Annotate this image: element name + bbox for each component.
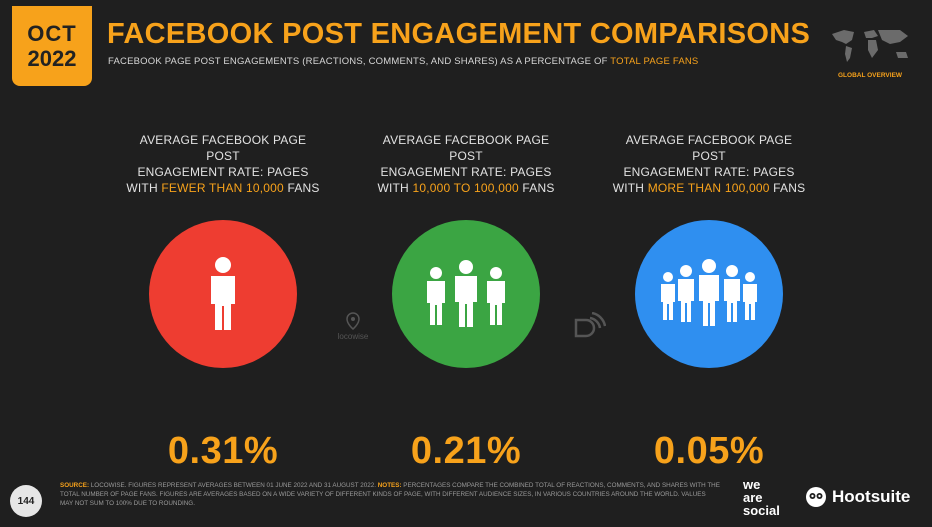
column-label: AVERAGE FACEBOOK PAGE POST ENGAGEMENT RA… bbox=[612, 133, 806, 195]
date-badge: OCT 2022 bbox=[12, 6, 92, 86]
badge-year: 2022 bbox=[27, 45, 77, 71]
page-number: 144 bbox=[10, 485, 42, 517]
we-are-social-logo: we are social bbox=[743, 477, 780, 518]
column-label: AVERAGE FACEBOOK PAGE POST ENGAGEMENT RA… bbox=[377, 133, 555, 195]
column-label: AVERAGE FACEBOOK PAGE POST ENGAGEMENT RA… bbox=[126, 133, 320, 195]
engagement-rate-value: 0.31% bbox=[167, 430, 279, 472]
single-person-icon bbox=[149, 220, 297, 368]
footer-notes: SOURCE: LOCOWISE. FIGURES REPRESENT AVER… bbox=[60, 482, 720, 507]
column-small-pages: AVERAGE FACEBOOK PAGE POST ENGAGEMENT RA… bbox=[123, 132, 323, 473]
badge-month: OCT bbox=[27, 20, 77, 46]
column-medium-pages: AVERAGE FACEBOOK PAGE POST ENGAGEMENT RA… bbox=[366, 132, 566, 473]
world-map-icon bbox=[832, 30, 908, 62]
data-watermark-icon bbox=[574, 312, 606, 338]
column-large-pages: AVERAGE FACEBOOK PAGE POST ENGAGEMENT RA… bbox=[609, 132, 809, 473]
page-title: FACEBOOK POST ENGAGEMENT COMPARISONS bbox=[107, 18, 811, 50]
owl-icon bbox=[806, 487, 826, 507]
locowise-watermark: locowise bbox=[333, 312, 373, 341]
hootsuite-logo: Hootsuite bbox=[805, 486, 910, 508]
global-overview-label: GLOBAL OVERVIEW bbox=[838, 72, 903, 79]
engagement-rate-value: 0.05% bbox=[653, 430, 765, 472]
five-people-icon bbox=[635, 220, 783, 368]
engagement-rate-value: 0.21% bbox=[410, 430, 522, 472]
locowise-pin-icon bbox=[346, 312, 360, 330]
three-people-icon bbox=[392, 220, 540, 368]
page-subtitle: FACEBOOK PAGE POST ENGAGEMENTS (REACTION… bbox=[108, 56, 699, 67]
